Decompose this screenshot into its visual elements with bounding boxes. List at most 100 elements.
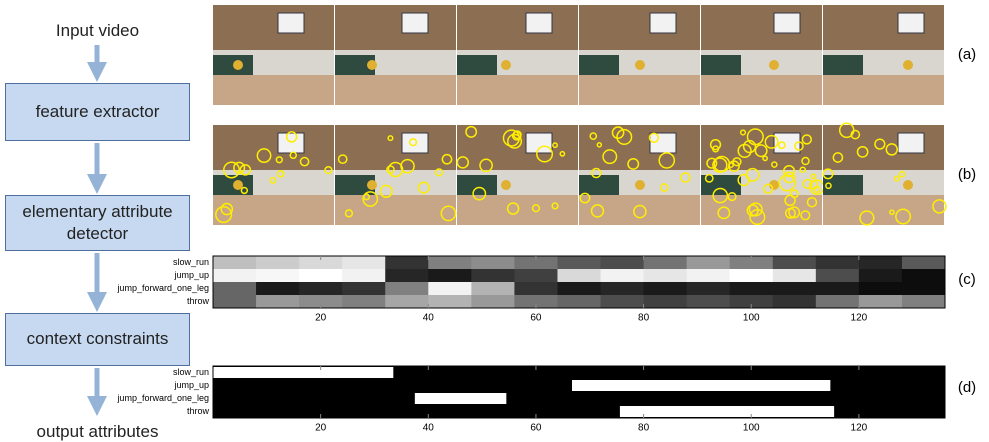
frame-floor	[213, 75, 334, 105]
row-label: throw	[187, 406, 210, 416]
heat-cell	[773, 295, 817, 308]
video-frame	[457, 125, 578, 225]
active-segment	[213, 367, 393, 378]
frame-floor	[335, 75, 456, 105]
heat-cell	[428, 295, 472, 308]
frame-curtain	[579, 175, 619, 195]
heat-cell	[557, 295, 601, 308]
video-frame	[457, 5, 578, 105]
heat-cell	[256, 295, 300, 308]
frame-backboard	[650, 133, 676, 153]
heat-cell	[816, 282, 860, 295]
row-label: throw	[187, 296, 210, 306]
heat-cell	[256, 269, 300, 282]
x-tick-label: 20	[315, 423, 327, 434]
video-frame	[213, 5, 334, 105]
step-box: feature extractor	[5, 83, 190, 141]
frame-player	[769, 60, 779, 70]
row-label: jump_forward_one_leg	[116, 393, 209, 403]
frame-curtain	[579, 55, 619, 75]
x-tick-label: 120	[851, 423, 868, 434]
x-tick-label: 100	[743, 313, 760, 324]
x-tick-label: 80	[638, 313, 650, 324]
row-label: jump_up	[173, 380, 209, 390]
heat-cell	[859, 269, 903, 282]
panel-label: (a)	[958, 46, 976, 63]
heat-cell	[601, 256, 645, 269]
panel-label: (b)	[958, 166, 976, 183]
heat-cell	[557, 269, 601, 282]
heat-cell	[514, 269, 558, 282]
heat-cell	[644, 269, 688, 282]
heat-cell	[385, 295, 429, 308]
row-label: jump_up	[173, 270, 209, 280]
step-box: elementary attribute detector	[5, 195, 190, 251]
heat-cell	[428, 256, 472, 269]
heat-cell	[514, 282, 558, 295]
video-frame	[335, 125, 456, 225]
panel-label: (d)	[958, 379, 976, 396]
heat-cell	[859, 295, 903, 308]
x-tick-label: 40	[423, 313, 435, 324]
frame-backboard	[402, 133, 428, 153]
frame-player	[501, 60, 511, 70]
heat-cell	[256, 256, 300, 269]
frame-player	[635, 180, 645, 190]
frame-backboard	[898, 13, 924, 33]
frame-floor	[579, 195, 700, 225]
frame-floor	[823, 75, 944, 105]
frame-curtain	[701, 55, 741, 75]
video-frame	[579, 125, 700, 225]
video-frames	[213, 5, 946, 225]
x-tick-label: 100	[743, 423, 760, 434]
frame-backboard	[526, 13, 552, 33]
heat-cell	[730, 269, 774, 282]
heat-cell	[342, 256, 386, 269]
video-frame	[213, 125, 334, 225]
frame-floor	[213, 195, 334, 225]
x-tick-label: 60	[530, 423, 542, 434]
x-tick-label: 60	[530, 313, 542, 324]
frame-curtain	[701, 175, 741, 195]
row-label: slow_run	[173, 367, 209, 377]
heat-cell	[902, 295, 946, 308]
heat-cell	[256, 282, 300, 295]
heat-cell	[601, 295, 645, 308]
frame-backboard	[774, 13, 800, 33]
heat-cell	[342, 282, 386, 295]
frame-backboard	[278, 133, 304, 153]
frame-curtain	[457, 175, 497, 195]
heat-cell	[428, 282, 472, 295]
frame-floor	[701, 75, 822, 105]
frame-player	[903, 180, 913, 190]
frame-player	[635, 60, 645, 70]
heat-cell	[730, 282, 774, 295]
x-tick-label: 80	[638, 423, 650, 434]
frame-floor	[335, 195, 456, 225]
x-tick-label: 20	[315, 313, 327, 324]
heat-cell	[902, 282, 946, 295]
heat-cell	[816, 256, 860, 269]
panel-label: (c)	[958, 271, 976, 288]
heat-cell	[902, 256, 946, 269]
heat-cell	[471, 282, 515, 295]
heat-cell	[471, 269, 515, 282]
heat-cell	[601, 269, 645, 282]
frame-floor	[457, 195, 578, 225]
frame-backboard	[650, 13, 676, 33]
heat-cell	[644, 282, 688, 295]
heat-cell	[342, 295, 386, 308]
frame-floor	[457, 75, 578, 105]
video-frame	[335, 5, 456, 105]
video-frame	[701, 125, 824, 225]
frame-player	[367, 180, 377, 190]
heat-cell	[213, 282, 257, 295]
heat-cell	[773, 282, 817, 295]
active-segment	[415, 393, 507, 404]
row-label: jump_forward_one_leg	[116, 283, 209, 293]
heat-cell	[385, 269, 429, 282]
frame-backboard	[526, 133, 552, 153]
frame-backboard	[898, 133, 924, 153]
heat-cell	[687, 256, 731, 269]
heat-cell	[687, 282, 731, 295]
